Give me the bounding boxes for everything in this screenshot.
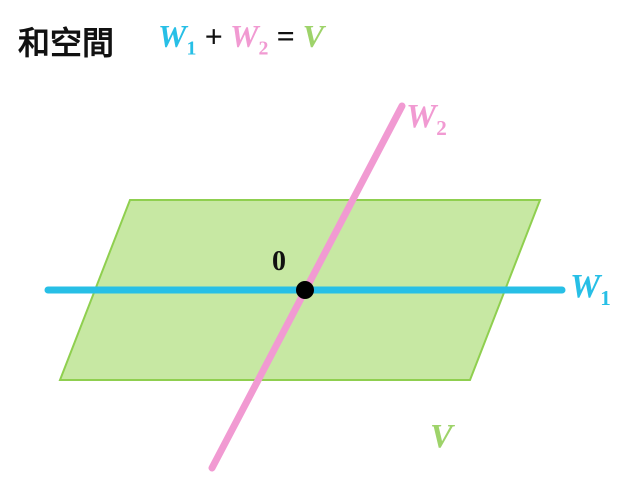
geometry-svg: [0, 0, 640, 502]
label-w2-base: W: [406, 98, 436, 135]
diagram-stage: 和空間 W1 + W2 = V W2 W1 V 0: [0, 0, 640, 502]
origin-dot: [296, 281, 314, 299]
label-w1-sub: 1: [600, 286, 611, 310]
label-v: V: [430, 418, 453, 456]
label-w2: W2: [406, 98, 447, 141]
label-origin: 0: [272, 246, 286, 278]
label-w2-sub: 2: [436, 116, 447, 140]
label-w1: W1: [570, 268, 611, 311]
label-w1-base: W: [570, 268, 600, 305]
